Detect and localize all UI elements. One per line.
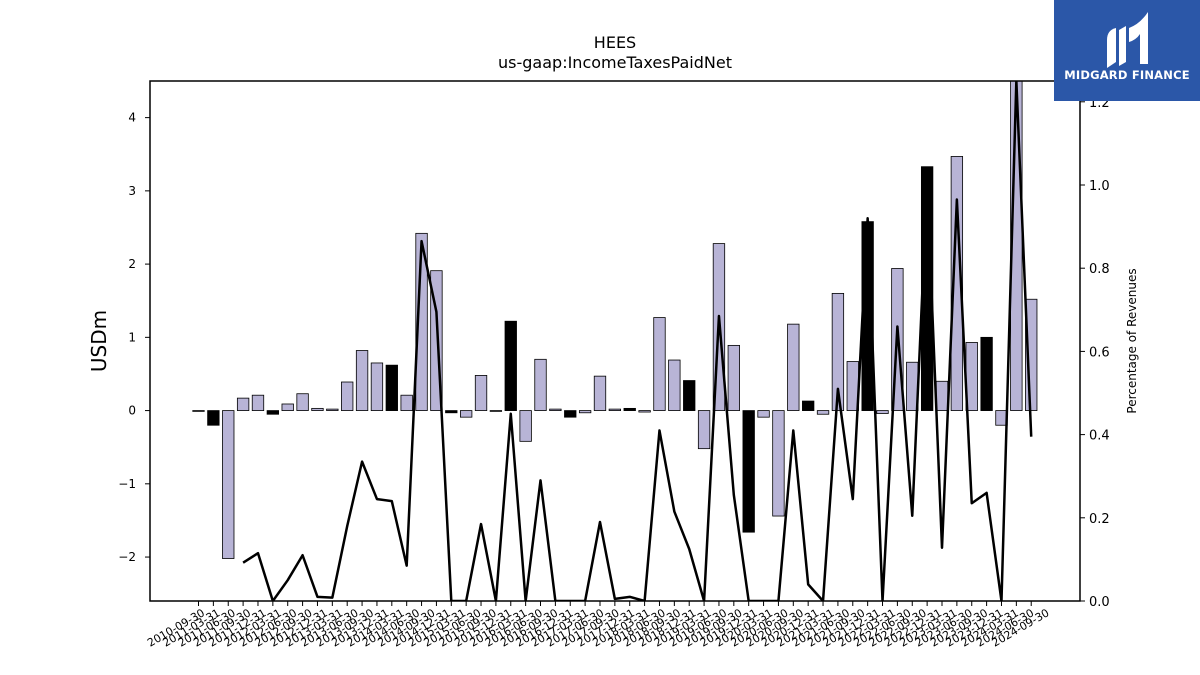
chart-title: HEES [594, 33, 636, 52]
line-series [242, 81, 1033, 601]
bar [430, 270, 443, 411]
bar [697, 410, 711, 450]
bar [251, 394, 265, 411]
bar [296, 393, 309, 411]
bar [281, 403, 294, 411]
y2-tick-label: 0.8 [1089, 262, 1110, 277]
bar [326, 408, 339, 411]
y2-tick-label: 0.2 [1089, 512, 1110, 527]
axes-group: −2−1012340.00.20.40.60.81.01.22010-09-30… [118, 80, 1110, 650]
y-tick-label: 1 [128, 330, 136, 344]
y2-tick-label: 0.4 [1089, 429, 1110, 444]
bar [519, 410, 532, 442]
bar [950, 156, 964, 411]
logo-text: MIDGARD FINANCE [1064, 68, 1190, 82]
bar [787, 323, 800, 411]
chart-subtitle: us-gaap:IncomeTaxesPaidNet [498, 53, 732, 72]
bar [400, 394, 413, 411]
bar [831, 292, 845, 411]
bar [207, 410, 220, 426]
bar [608, 408, 622, 411]
bar [474, 375, 488, 411]
bar [534, 358, 547, 411]
bars-group [192, 81, 1038, 559]
bar [222, 410, 235, 559]
y-tick-label: −1 [118, 477, 136, 491]
bar [638, 410, 651, 413]
bar [504, 320, 517, 411]
bar [564, 410, 577, 418]
bar [385, 364, 398, 411]
bar [489, 410, 503, 412]
y-axis-label: USDm [87, 310, 111, 372]
bar [593, 375, 607, 411]
bar [653, 317, 666, 411]
bar [623, 407, 636, 411]
bar [668, 359, 681, 411]
bar [266, 410, 280, 415]
bar [311, 407, 324, 411]
y2-tick-label: 0.0 [1089, 595, 1110, 610]
y-tick-label: 3 [128, 184, 136, 198]
bar [355, 350, 369, 411]
logo: MIDGARD FINANCE [1054, 0, 1200, 101]
logo-mark-icon [1107, 12, 1148, 68]
bar [549, 408, 562, 411]
line-group [242, 81, 1033, 601]
bar [772, 410, 785, 517]
bar [445, 410, 458, 414]
y-tick-label: 4 [128, 111, 136, 125]
y-tick-label: 2 [128, 257, 136, 271]
bar [935, 380, 949, 411]
y2-tick-label: 0.6 [1089, 345, 1110, 360]
bar [980, 336, 993, 411]
bar [876, 410, 889, 414]
bar [802, 400, 815, 411]
y-tick-label: 0 [128, 404, 136, 418]
bar [415, 232, 428, 411]
bar [816, 410, 830, 415]
bar [742, 410, 755, 533]
bar [341, 381, 354, 411]
bar [757, 410, 770, 418]
y2-axis-label: Percentage of Revenues [1125, 268, 1139, 413]
y2-tick-label: 1.0 [1089, 179, 1110, 194]
bar [460, 410, 473, 418]
bar [192, 410, 205, 412]
bar [370, 362, 384, 411]
bar [236, 397, 250, 411]
bar [683, 380, 696, 411]
bar [727, 344, 740, 411]
y-tick-label: −2 [118, 550, 136, 564]
bar [578, 410, 592, 414]
